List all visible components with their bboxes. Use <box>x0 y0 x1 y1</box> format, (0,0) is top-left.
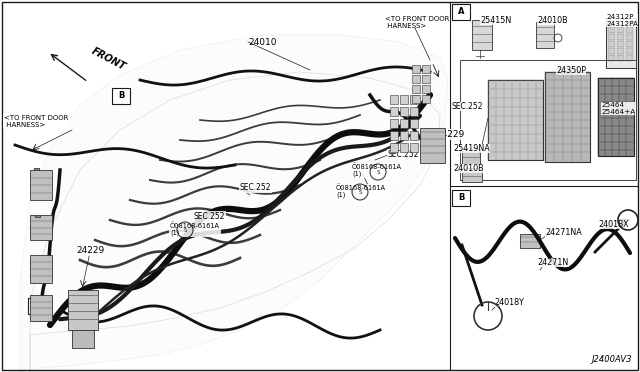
Text: 25464
25464+A: 25464 25464+A <box>601 102 636 115</box>
Bar <box>598 78 634 156</box>
Bar <box>410 131 418 140</box>
Bar <box>30 170 52 200</box>
Bar <box>412 65 420 73</box>
Bar <box>412 95 420 103</box>
Text: <TO FRONT DOOR
 HARNESS>: <TO FRONT DOOR HARNESS> <box>4 115 68 128</box>
Bar <box>72 330 94 348</box>
Bar <box>626 34 633 39</box>
Bar <box>400 131 408 140</box>
Polygon shape <box>20 35 448 372</box>
Bar <box>608 55 615 61</box>
Bar <box>617 34 624 39</box>
Text: SEC.252: SEC.252 <box>452 102 483 111</box>
Text: 25419NA: 25419NA <box>453 144 490 153</box>
Bar <box>608 20 615 26</box>
Bar <box>422 85 430 93</box>
Bar <box>420 128 445 163</box>
Bar <box>617 48 624 54</box>
Bar <box>520 234 540 248</box>
Text: J2400AV3: J2400AV3 <box>591 355 632 364</box>
Text: B: B <box>118 92 124 100</box>
Bar <box>112 88 130 104</box>
Text: 24010B: 24010B <box>453 164 484 173</box>
Bar <box>412 75 420 83</box>
Bar <box>626 20 633 26</box>
Bar <box>28 298 46 314</box>
Text: 24018Y: 24018Y <box>494 298 524 307</box>
Bar <box>34 168 39 170</box>
Text: 24271N: 24271N <box>537 258 568 267</box>
Text: Õ08168-6161A
(1): Õ08168-6161A (1) <box>352 163 402 177</box>
Bar <box>30 295 52 321</box>
Text: 24271NA: 24271NA <box>545 228 582 237</box>
Bar <box>400 107 408 116</box>
Bar <box>390 131 398 140</box>
Bar <box>472 20 492 50</box>
Text: 24010: 24010 <box>248 38 276 47</box>
Text: 24350P: 24350P <box>556 68 585 77</box>
Text: 24312P
24312PA: 24312P 24312PA <box>606 14 638 27</box>
Text: B: B <box>458 193 464 202</box>
Bar <box>68 290 98 330</box>
Bar <box>462 168 482 182</box>
Bar <box>608 27 615 32</box>
Text: 25415N: 25415N <box>480 16 511 25</box>
Bar <box>626 55 633 61</box>
Bar <box>608 48 615 54</box>
Bar <box>422 65 430 73</box>
Bar <box>390 119 398 128</box>
Bar <box>35 215 40 217</box>
Bar <box>422 75 430 83</box>
Bar <box>30 215 52 240</box>
Bar <box>390 107 398 116</box>
Text: SEC.252: SEC.252 <box>388 150 419 159</box>
Text: A: A <box>458 7 464 16</box>
Text: 24229: 24229 <box>76 246 104 255</box>
Bar <box>626 48 633 54</box>
Text: FRONT: FRONT <box>90 46 127 72</box>
Text: S: S <box>376 170 380 174</box>
Bar <box>410 143 418 152</box>
Bar <box>390 143 398 152</box>
Text: SEC.252: SEC.252 <box>194 212 225 221</box>
Bar <box>608 34 615 39</box>
Bar <box>452 4 470 20</box>
Bar <box>462 148 480 164</box>
Bar <box>410 95 418 104</box>
Bar <box>545 72 590 162</box>
Bar <box>400 95 408 104</box>
Bar <box>412 85 420 93</box>
Bar <box>410 107 418 116</box>
Text: Õ08168-6161A
(1): Õ08168-6161A (1) <box>336 184 386 198</box>
Bar <box>390 95 398 104</box>
Bar <box>617 27 624 32</box>
Bar <box>626 41 633 46</box>
Bar <box>410 119 418 128</box>
Text: S: S <box>358 189 362 195</box>
Text: S: S <box>183 228 187 232</box>
Bar <box>617 55 624 61</box>
Bar <box>626 27 633 32</box>
Text: SEC.252: SEC.252 <box>240 183 271 192</box>
Bar <box>30 255 52 283</box>
Bar <box>400 143 408 152</box>
Bar <box>452 190 470 206</box>
Text: Õ08168-6161A
(1): Õ08168-6161A (1) <box>170 222 220 236</box>
Bar <box>400 119 408 128</box>
Bar <box>422 95 430 103</box>
Bar <box>606 18 636 68</box>
Bar <box>608 41 615 46</box>
Bar <box>488 80 543 160</box>
Bar <box>617 41 624 46</box>
Text: 24229: 24229 <box>436 130 464 139</box>
Bar <box>460 60 636 180</box>
Text: 24350P: 24350P <box>556 66 586 75</box>
Text: 24010B: 24010B <box>537 16 568 25</box>
Text: A: A <box>34 301 40 311</box>
Bar <box>617 20 624 26</box>
Text: 24018X: 24018X <box>598 220 628 229</box>
Text: <TO FRONT DOOR
 HARNESS>: <TO FRONT DOOR HARNESS> <box>385 16 449 29</box>
Bar <box>536 22 554 48</box>
